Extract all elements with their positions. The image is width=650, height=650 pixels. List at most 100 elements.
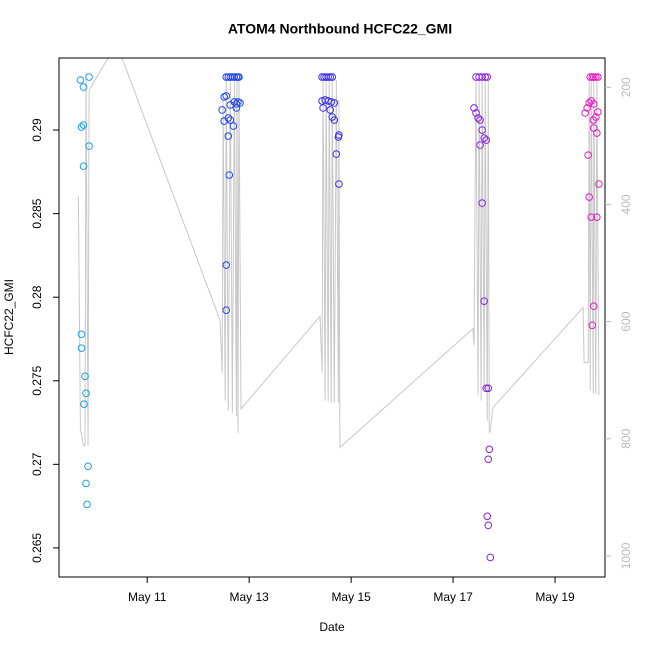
y-tick-label: 0.27: [30, 452, 44, 476]
y-tick-label: 0.275: [30, 365, 44, 395]
data-point: [478, 73, 486, 81]
data-point: [586, 73, 595, 81]
data-point: [588, 321, 597, 330]
data-point: [584, 151, 592, 159]
data-point: [224, 114, 233, 122]
data-point: [77, 123, 86, 131]
data-point: [77, 344, 86, 352]
data-point: [483, 73, 492, 81]
x-tick-label: May 11: [128, 590, 167, 604]
data-point: [335, 131, 343, 139]
data-point: [476, 116, 484, 124]
data-point: [224, 132, 233, 140]
data-point: [326, 106, 335, 114]
plot-frame: [58, 57, 606, 578]
data-point: [326, 73, 335, 81]
y-axis-label: HCFC22_GMI: [2, 279, 16, 355]
x-axis-label: Date: [319, 620, 345, 634]
data-point: [478, 199, 486, 207]
data-point: [593, 213, 601, 221]
data-point: [84, 462, 92, 471]
data-point: [484, 521, 493, 530]
data-point: [82, 479, 90, 488]
data-point: [589, 100, 598, 108]
data-point: [235, 73, 243, 81]
data-point: [83, 500, 91, 509]
data-point: [79, 162, 88, 170]
y2-tick-label: 200: [619, 77, 633, 97]
data-point: [474, 114, 482, 122]
data-point: [230, 73, 239, 81]
data-point: [472, 109, 480, 117]
data-point: [232, 104, 241, 112]
y2-tick-label: 800: [619, 428, 633, 448]
data-point: [585, 99, 593, 107]
data-point: [222, 92, 231, 100]
data-point: [81, 372, 89, 381]
data-point: [589, 302, 598, 311]
data-point: [484, 384, 493, 393]
y2-tick-label: 1000: [619, 542, 633, 569]
y-tick-label: 0.285: [30, 198, 44, 228]
x-tick-label: May 19: [535, 590, 575, 604]
data-point: [218, 106, 226, 114]
x-tick-label: May 17: [433, 590, 473, 604]
data-point: [593, 129, 601, 137]
data-point: [328, 73, 337, 81]
data-point: [335, 180, 343, 188]
data-point: [236, 99, 244, 107]
data-point: [592, 73, 600, 81]
data-point: [485, 445, 494, 454]
data-point: [595, 180, 603, 188]
chart-title: ATOM4 Northbound HCFC22_GMI: [228, 21, 452, 37]
data-point: [470, 104, 478, 112]
data-point: [478, 126, 486, 134]
y-tick-label: 0.28: [30, 285, 44, 309]
data-point: [85, 142, 93, 150]
data-point: [332, 150, 341, 158]
y2-tick-label: 600: [619, 311, 633, 331]
data-point: [222, 261, 231, 269]
y-tick-label: 0.265: [30, 533, 44, 563]
data-point: [330, 116, 339, 124]
data-point: [330, 99, 339, 107]
data-point: [482, 384, 491, 393]
data-point: [589, 116, 598, 124]
data-point: [80, 400, 88, 408]
data-point: [484, 455, 493, 464]
data-point: [581, 109, 589, 117]
data-point: [79, 83, 88, 91]
y2-tick-label: 400: [619, 194, 633, 214]
data-point: [480, 297, 488, 306]
data-point: [594, 73, 602, 81]
data-point: [480, 134, 488, 142]
data-point: [324, 73, 332, 81]
data-point: [85, 73, 93, 81]
data-point: [327, 98, 336, 106]
data-point: [587, 213, 596, 221]
data-point: [232, 100, 241, 108]
data-point: [482, 136, 491, 144]
data-point: [583, 104, 591, 112]
data-point: [319, 104, 327, 112]
data-point: [486, 553, 495, 562]
data-point: [594, 108, 602, 116]
data-point: [222, 306, 231, 315]
data-point: [76, 76, 85, 84]
data-point: [589, 73, 598, 81]
data-point: [225, 171, 234, 179]
x-tick-label: May 13: [229, 590, 269, 604]
data-point: [79, 121, 88, 129]
y-tick-label: 0.29: [30, 118, 44, 142]
data-point: [82, 389, 90, 398]
data-point: [476, 141, 484, 149]
data-point: [226, 116, 235, 124]
x-tick-label: May 15: [331, 590, 371, 604]
data-point: [585, 193, 593, 201]
data-point: [229, 122, 238, 130]
data-point: [77, 330, 86, 339]
data-point: [483, 512, 492, 521]
data-point: [481, 73, 489, 81]
plot-area: [76, 58, 603, 562]
